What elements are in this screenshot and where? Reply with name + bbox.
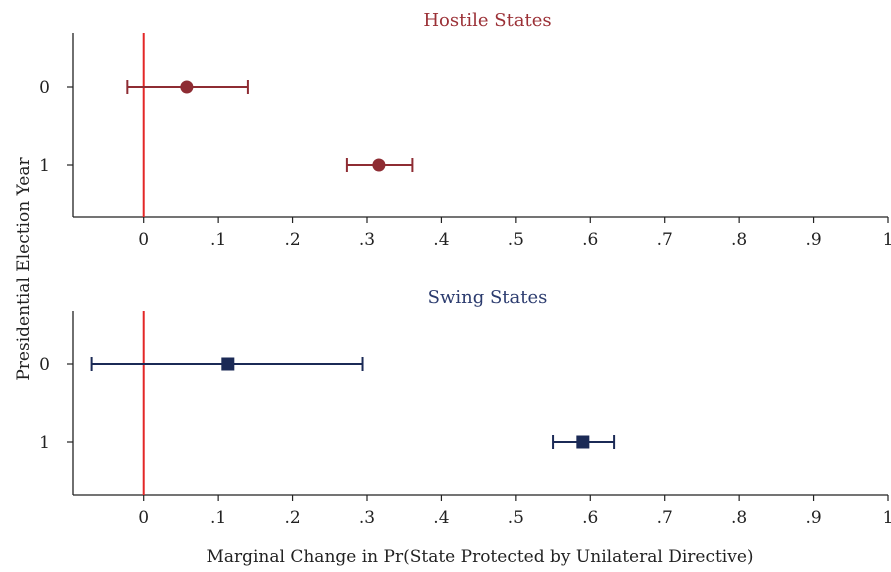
x-tick-label: .5 xyxy=(508,508,524,528)
x-tick-label: .4 xyxy=(433,230,449,250)
panel-title: Swing States xyxy=(428,287,548,308)
x-axis-title: Marginal Change in Pr(State Protected by… xyxy=(206,547,753,567)
x-tick-label: 1 xyxy=(883,508,891,528)
x-tick-label: .1 xyxy=(210,508,226,528)
x-tick-label: .7 xyxy=(657,230,673,250)
x-tick-label: 1 xyxy=(883,230,891,250)
x-tick-label: .3 xyxy=(359,508,375,528)
panel-0: Hostile States 0 1 0 .1 .2 .3 .4 .5 .6 .7 .8 .9 1 xyxy=(39,10,891,250)
x-tick-label: .9 xyxy=(805,508,821,528)
x-tick-label: .2 xyxy=(284,508,300,528)
x-tick-label: .1 xyxy=(210,230,226,250)
x-tick-label: .8 xyxy=(731,508,747,528)
x-tick-label: .8 xyxy=(731,230,747,250)
x-tick-label: .4 xyxy=(433,508,449,528)
panel-title: Hostile States xyxy=(423,10,551,31)
y-tick-label: 0 xyxy=(39,78,50,98)
y-tick-label: 0 xyxy=(39,355,50,375)
x-tick-label: .5 xyxy=(508,230,524,250)
x-tick-label: .6 xyxy=(582,508,598,528)
x-tick-label: .2 xyxy=(284,230,300,250)
y-axis-title: Presidential Election Year xyxy=(14,156,34,380)
x-tick-label: .9 xyxy=(805,230,821,250)
x-tick-label: 0 xyxy=(138,508,149,528)
y-tick-label: 1 xyxy=(39,156,50,176)
point-estimate xyxy=(576,435,590,449)
x-tick-label: .7 xyxy=(657,508,673,528)
point-estimate xyxy=(221,357,235,371)
x-tick-label: .3 xyxy=(359,230,375,250)
x-tick-label: 0 xyxy=(138,230,149,250)
y-tick-label: 1 xyxy=(39,433,50,453)
x-tick-label: .6 xyxy=(582,230,598,250)
point-estimate xyxy=(372,158,386,172)
point-estimate xyxy=(180,80,194,94)
panel-1: Swing States 0 1 0 .1 .2 .3 .4 .5 .6 .7 .8 .9 1 xyxy=(39,287,891,528)
